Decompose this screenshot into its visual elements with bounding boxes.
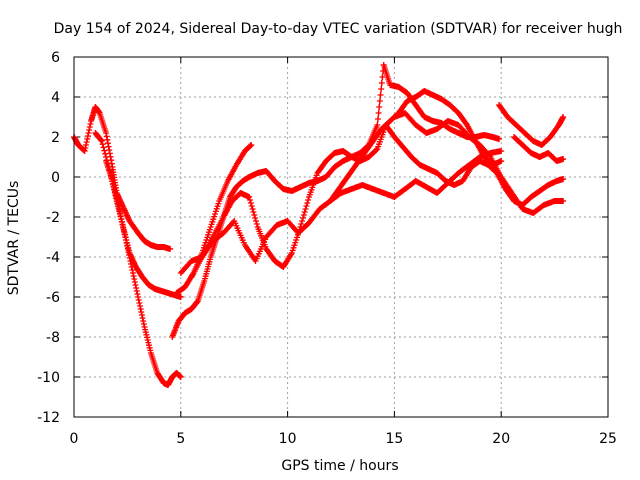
data-point-plus — [498, 148, 505, 154]
data-point-plus — [252, 218, 259, 224]
y-tick-label: -12 — [37, 410, 60, 426]
chart-title: Day 154 of 2024, Sidereal Day-to-day VTE… — [54, 21, 623, 37]
data-point-plus — [249, 206, 256, 212]
data-point-plus — [378, 80, 385, 86]
axis-ticks: 0 5 10 15 20 25 -12 -10 -8 -6 -4 -2 0 2 4 6 — [37, 50, 617, 447]
y-tick-label: 0 — [51, 170, 60, 186]
data-point-plus — [560, 198, 567, 204]
data-point-plus — [100, 144, 107, 151]
series-10 — [391, 110, 567, 216]
data-point-plus — [560, 114, 567, 120]
x-tick-label: 15 — [385, 431, 403, 447]
series-8 — [177, 148, 505, 276]
data-point-plus — [302, 206, 309, 212]
y-tick-label: -8 — [46, 330, 60, 346]
y-tick-label: -4 — [46, 250, 60, 266]
data-point-plus — [177, 374, 184, 380]
x-tick-label: 10 — [279, 431, 297, 447]
data-point-plus — [378, 86, 385, 92]
data-point-plus — [247, 200, 254, 206]
data-point-plus — [98, 138, 105, 144]
y-tick-label: 6 — [51, 50, 60, 66]
data-point-plus — [247, 197, 254, 203]
data-point-plus — [374, 116, 381, 122]
data-point-plus — [299, 215, 306, 221]
series-7 — [188, 122, 567, 280]
series-6 — [173, 142, 255, 296]
data-point-plus — [303, 203, 310, 209]
series-4 — [169, 62, 387, 340]
data-point-plus — [101, 147, 108, 154]
data-point-plus — [167, 246, 174, 252]
data-point-plus — [253, 221, 260, 227]
series-12 — [511, 134, 567, 164]
y-tick-label: -10 — [37, 370, 60, 386]
data-point-plus — [246, 194, 253, 200]
series-2 — [92, 130, 184, 300]
series-11 — [496, 102, 567, 148]
data-point-plus — [496, 136, 503, 142]
data-point-plus — [375, 110, 382, 116]
data-point-plus — [560, 156, 567, 162]
data-point-plus — [374, 122, 381, 128]
data-point-plus — [305, 197, 312, 203]
x-tick-label: 5 — [176, 431, 185, 447]
y-axis-label: SDTVAR / TECUs — [6, 181, 22, 296]
data-point-plus — [299, 218, 306, 224]
data-point-plus — [300, 212, 307, 218]
y-tick-label: -6 — [46, 290, 60, 306]
data-point-plus — [177, 294, 184, 300]
data-point-plus — [376, 98, 383, 104]
data-point-plus — [248, 203, 255, 209]
data-point-plus — [486, 152, 493, 159]
data-point-plus — [377, 92, 384, 98]
data-point-plus — [99, 141, 106, 148]
data-point-plus — [251, 212, 258, 218]
series-3 — [103, 158, 184, 388]
data-point-plus — [304, 200, 311, 206]
x-tick-label: 25 — [599, 431, 617, 447]
data-point-plus — [250, 209, 257, 215]
x-axis-label: GPS time / hours — [281, 458, 398, 474]
data-series — [71, 62, 567, 388]
data-point-plus — [252, 215, 259, 221]
data-point-plus — [379, 74, 386, 80]
y-tick-label: -2 — [46, 210, 60, 226]
y-tick-label: 2 — [51, 130, 60, 146]
x-tick-label: 0 — [70, 431, 79, 447]
data-point-plus — [102, 150, 109, 157]
data-point-plus — [301, 209, 308, 215]
data-point-plus — [248, 142, 255, 148]
data-point-plus — [376, 104, 383, 110]
data-point-plus — [373, 146, 380, 153]
x-tick-label: 20 — [492, 431, 510, 447]
plot-frame — [73, 56, 609, 418]
data-point-plus — [560, 176, 567, 182]
data-point-plus — [298, 221, 305, 227]
series-trace — [171, 64, 385, 338]
y-tick-label: 4 — [51, 90, 60, 106]
series-9 — [327, 88, 505, 204]
data-point-plus — [498, 158, 505, 164]
